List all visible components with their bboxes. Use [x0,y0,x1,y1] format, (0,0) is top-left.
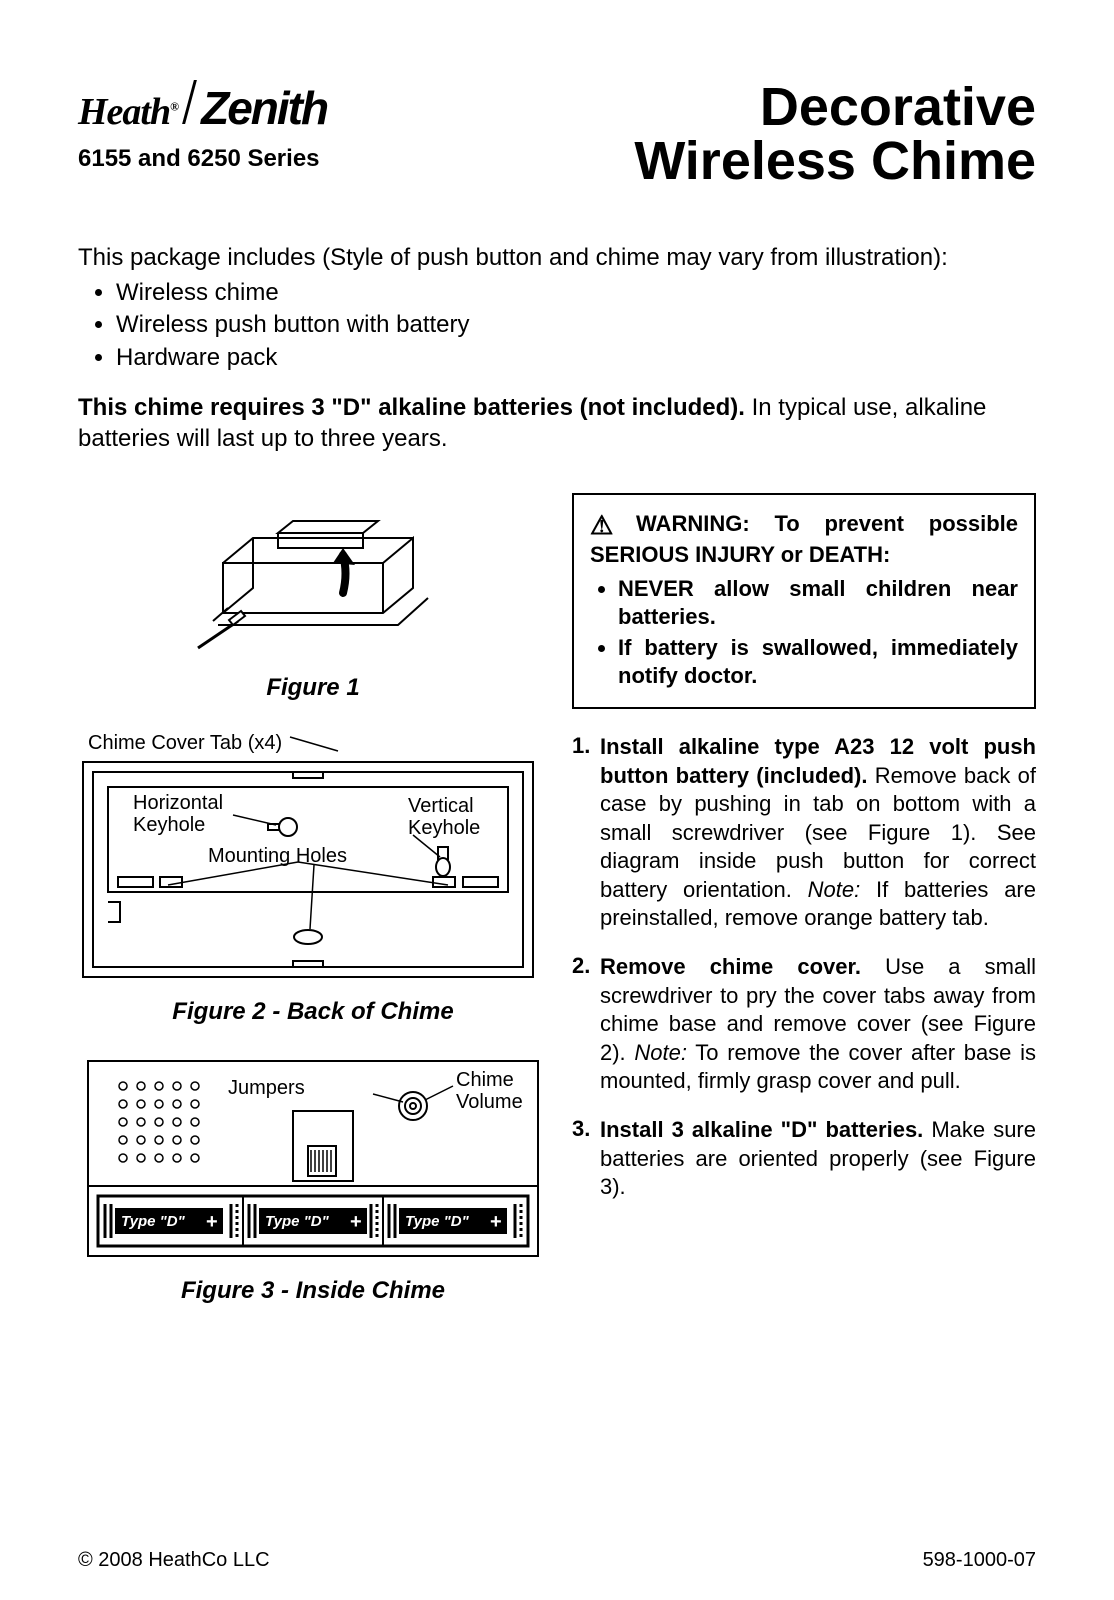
warning-icon: ⚠ [590,510,632,540]
battery-note: This chime requires 3 "D" alkaline batte… [78,392,1036,454]
chime-vol-label-2: Volume [456,1091,523,1113]
step-number: 2. [572,953,600,1096]
mounting-holes-label: Mounting Holes [208,845,347,867]
step-body: Install 3 alkaline "D" batteries. Make s… [600,1116,1036,1202]
warning-list: NEVER allow small children near batterie… [618,575,1018,691]
svg-text:Type "D": Type "D" [405,1213,470,1230]
figure-2-svg: Horizontal Keyhole Vertical Keyhole Moun… [78,757,538,987]
step-3: 3. Install 3 alkaline "D" batteries. Mak… [572,1116,1036,1202]
horiz-keyhole-label-1: Horizontal [133,792,223,814]
note-label: Note: [808,877,861,902]
figure-2-caption: Figure 2 - Back of Chime [78,998,548,1026]
figures-column: Figure 1 Chime Cover Tab (x4) [78,493,548,1335]
instructions-column: ⚠WARNING: To prevent possible SERIOUS IN… [572,493,1036,1335]
list-item: Hardware pack [116,342,1036,374]
package-list: Wireless chime Wireless push button with… [116,277,1036,374]
columns: Figure 1 Chime Cover Tab (x4) [78,493,1036,1335]
doc-number: 598-1000-07 [923,1549,1036,1572]
svg-text:Type "D": Type "D" [265,1213,330,1230]
step-lead: Remove chime cover. [600,954,861,979]
figure-1-caption: Figure 1 [78,674,548,702]
step-1: 1. Install alkaline type A23 12 volt pus… [572,733,1036,933]
step-number: 3. [572,1116,600,1202]
figure-3-svg: Jumpers Chime Volume Type "D" + Type "D"… [83,1056,543,1266]
intro-text: This package includes (Style of push but… [78,243,1036,273]
logo-heath: Heath® [78,90,178,134]
step-number: 1. [572,733,600,933]
vert-keyhole-label-1: Vertical [408,795,474,817]
logo-zenith: Zenith [201,81,327,135]
horiz-keyhole-label-2: Keyhole [133,814,205,836]
registered-mark: ® [170,99,178,113]
steps: 1. Install alkaline type A23 12 volt pus… [572,733,1036,1202]
list-item: NEVER allow small children near batterie… [618,575,1018,632]
step-lead: Install 3 alkaline "D" batteries. [600,1117,923,1142]
brand-block: Heath® Zenith 6155 and 6250 Series [78,80,327,173]
svg-text:+: + [490,1211,502,1233]
list-item: Wireless chime [116,277,1036,309]
cover-tab-label: Chime Cover Tab (x4) [88,732,282,754]
title-line2: Wireless Chime [634,134,1036,188]
jumpers-label: Jumpers [228,1077,305,1099]
warning-head-text: WARNING: To prevent possible SERIOUS INJ… [590,511,1018,568]
vert-keyhole-label-2: Keyhole [408,817,480,839]
note-label: Note: [634,1040,687,1065]
figure-3: Jumpers Chime Volume Type "D" + Type "D"… [78,1056,548,1305]
step-body: Remove chime cover. Use a small screwdri… [600,953,1036,1096]
figure-3-caption: Figure 3 - Inside Chime [78,1277,548,1305]
header: Heath® Zenith 6155 and 6250 Series Decor… [78,80,1036,188]
battery-note-bold: This chime requires 3 "D" alkaline batte… [78,394,745,421]
warning-box: ⚠WARNING: To prevent possible SERIOUS IN… [572,493,1036,709]
logo: Heath® Zenith [78,80,327,135]
leader-line-icon [288,733,348,753]
svg-text:Type "D": Type "D" [121,1213,186,1230]
copyright: © 2008 HeathCo LLC [78,1549,270,1572]
logo-separator [182,80,197,124]
product-title: Decorative Wireless Chime [634,80,1036,188]
figure-2: Chime Cover Tab (x4) [78,732,548,1026]
list-item: Wireless push button with battery [116,309,1036,341]
footer: © 2008 HeathCo LLC 598-1000-07 [78,1549,1036,1572]
svg-text:+: + [206,1211,218,1233]
list-item: If battery is swallowed, immediately not… [618,634,1018,691]
warning-heading: ⚠WARNING: To prevent possible SERIOUS IN… [590,509,1018,569]
title-line1: Decorative [634,80,1036,134]
figure-1-svg [183,493,443,663]
step-body: Install alkaline type A23 12 volt push b… [600,733,1036,933]
chime-vol-label-1: Chime [456,1069,514,1091]
series-label: 6155 and 6250 Series [78,145,327,173]
figure-1: Figure 1 [78,493,548,702]
step-2: 2. Remove chime cover. Use a small screw… [572,953,1036,1096]
svg-text:+: + [350,1211,362,1233]
